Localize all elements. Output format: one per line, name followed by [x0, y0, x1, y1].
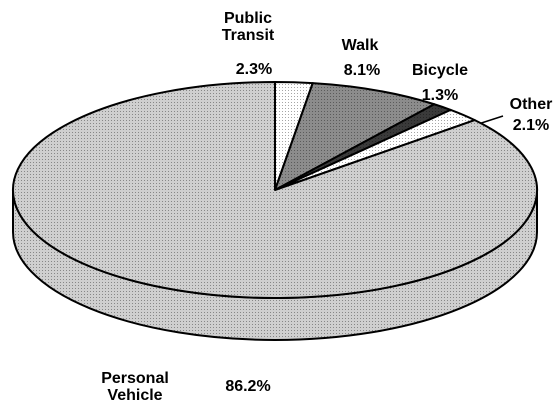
texture — [275, 83, 435, 190]
texture — [275, 109, 475, 190]
value-label: 2.1% — [512, 117, 550, 134]
texture — [12, 82, 537, 298]
value-label: 8.1% — [343, 62, 381, 79]
value-label: 86.2% — [225, 378, 271, 395]
texture — [275, 104, 451, 190]
texture — [13, 190, 537, 340]
slice-label: Personal Vehicle — [101, 370, 169, 404]
slice-label: Public Transit — [221, 10, 275, 44]
value-label: 1.3% — [421, 87, 459, 104]
slice-label: Other — [509, 96, 553, 113]
slice-label: Bicycle — [411, 62, 469, 79]
value-label: 2.3% — [235, 61, 273, 78]
slice-label: Walk — [341, 37, 379, 54]
